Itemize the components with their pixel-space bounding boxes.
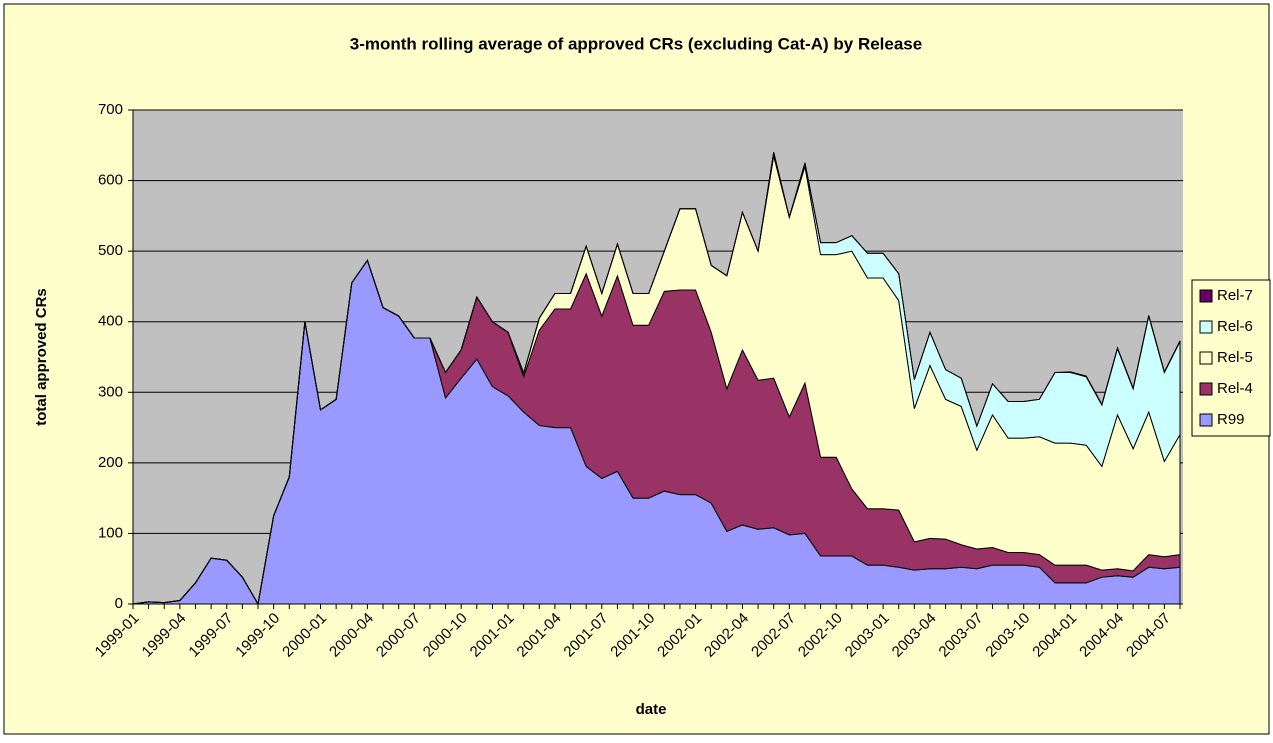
legend-swatch — [1199, 382, 1213, 396]
legend-label: R99 — [1217, 411, 1245, 428]
legend-swatch — [1199, 351, 1213, 365]
y-tick-label: 300 — [98, 383, 123, 400]
chart-title: 3-month rolling average of approved CRs … — [350, 34, 922, 53]
legend-swatch — [1199, 289, 1213, 303]
legend-swatch — [1199, 320, 1213, 334]
y-tick-label: 0 — [115, 595, 123, 612]
y-tick-label: 500 — [98, 242, 123, 259]
y-tick-label: 600 — [98, 172, 123, 189]
area — [132, 152, 1181, 606]
legend-label: Rel-5 — [1217, 349, 1253, 366]
legend-label: Rel-4 — [1217, 380, 1253, 397]
y-tick-label: 100 — [98, 524, 123, 541]
legend-swatch — [1199, 413, 1213, 427]
y-tick-label: 200 — [98, 454, 123, 471]
y-axis-label: total approved CRs — [33, 288, 50, 426]
x-axis-label: date — [636, 701, 667, 718]
legend-label: Rel-6 — [1217, 318, 1253, 335]
y-tick-label: 400 — [98, 313, 123, 330]
y-tick-label: 700 — [98, 101, 123, 118]
legend-label: Rel-7 — [1217, 287, 1253, 304]
